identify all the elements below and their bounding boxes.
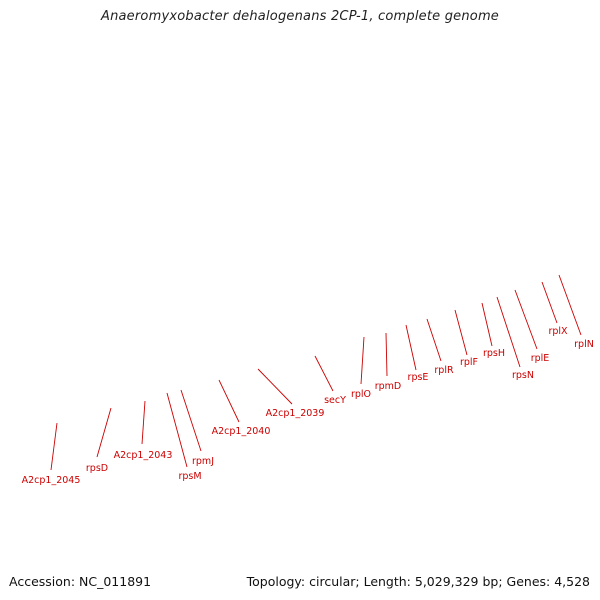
- gene-label: secY: [324, 395, 346, 406]
- leader-line: [166, 392, 188, 468]
- gene-label: rplE: [531, 353, 550, 364]
- gene-label: rpsE: [408, 372, 429, 383]
- gene-label: rpsM: [178, 471, 201, 482]
- gene-label: A2cp1_2039: [266, 408, 325, 419]
- leader-line: [405, 324, 417, 371]
- leader-line: [180, 389, 202, 452]
- leader-line: [514, 289, 538, 350]
- leader-line: [496, 296, 521, 368]
- leader-line: [385, 332, 388, 377]
- gene-label: A2cp1_2045: [22, 475, 81, 486]
- gene-label: rpsH: [483, 348, 505, 359]
- gene-label: rpsN: [512, 370, 534, 381]
- gene-label: A2cp1_2043: [114, 450, 173, 461]
- leader-line: [218, 379, 240, 423]
- gene-label: rpsD: [86, 463, 108, 474]
- leader-line: [426, 318, 442, 362]
- map-title: Anaeromyxobacter dehalogenans 2CP-1, com…: [100, 9, 500, 24]
- gene-label: rpmD: [375, 381, 402, 392]
- gene-label: rplF: [460, 357, 478, 368]
- gene-label: rplO: [351, 389, 371, 400]
- gene-labels: A2cp1_2045 rpsD A2cp1_2043 rpsM rpmJ A2cp1_20…: [22, 274, 594, 486]
- gene-label: rplX: [548, 326, 568, 337]
- leader-line: [558, 274, 582, 336]
- genome-summary: Topology: circular; Length: 5,029,329 bp…: [246, 574, 590, 589]
- leader-line: [360, 336, 365, 385]
- leader-line: [541, 281, 558, 324]
- leader-line: [454, 309, 468, 356]
- leader-line: [481, 302, 493, 347]
- gene-label: rpmJ: [192, 456, 214, 467]
- gene-label: rplN: [574, 339, 594, 350]
- leader-line: [314, 355, 334, 392]
- leader-line: [96, 407, 112, 458]
- leader-line: [257, 368, 293, 405]
- leader-line: [50, 422, 58, 471]
- gene-label: A2cp1_2040: [212, 426, 271, 437]
- leader-line: [141, 400, 146, 445]
- accession-text: Accession: NC_011891: [9, 574, 152, 589]
- gene-label: rplR: [434, 365, 454, 376]
